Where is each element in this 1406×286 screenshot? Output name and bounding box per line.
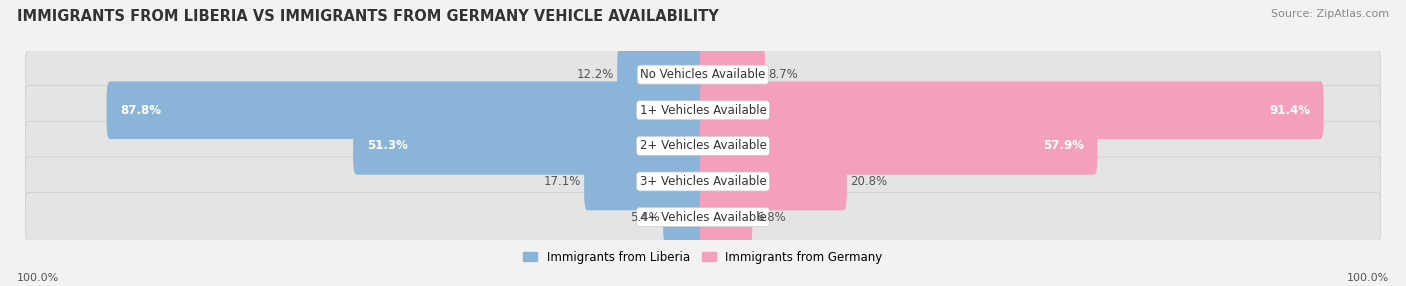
Text: 57.9%: 57.9% <box>1043 139 1084 152</box>
Text: 8.7%: 8.7% <box>769 68 799 81</box>
FancyBboxPatch shape <box>700 153 846 210</box>
Text: 3+ Vehicles Available: 3+ Vehicles Available <box>640 175 766 188</box>
FancyBboxPatch shape <box>25 86 1381 135</box>
FancyBboxPatch shape <box>25 157 1381 206</box>
Text: 12.2%: 12.2% <box>576 68 614 81</box>
FancyBboxPatch shape <box>700 117 1098 175</box>
FancyBboxPatch shape <box>664 188 706 246</box>
FancyBboxPatch shape <box>700 82 1323 139</box>
FancyBboxPatch shape <box>107 82 706 139</box>
FancyBboxPatch shape <box>353 117 706 175</box>
FancyBboxPatch shape <box>617 46 706 104</box>
FancyBboxPatch shape <box>700 188 752 246</box>
Text: 6.8%: 6.8% <box>755 210 786 224</box>
Text: 100.0%: 100.0% <box>17 273 59 283</box>
Text: 87.8%: 87.8% <box>120 104 162 117</box>
Text: 4+ Vehicles Available: 4+ Vehicles Available <box>640 210 766 224</box>
Text: IMMIGRANTS FROM LIBERIA VS IMMIGRANTS FROM GERMANY VEHICLE AVAILABILITY: IMMIGRANTS FROM LIBERIA VS IMMIGRANTS FR… <box>17 9 718 23</box>
Text: Source: ZipAtlas.com: Source: ZipAtlas.com <box>1271 9 1389 19</box>
FancyBboxPatch shape <box>700 46 765 104</box>
FancyBboxPatch shape <box>25 121 1381 170</box>
Text: 100.0%: 100.0% <box>1347 273 1389 283</box>
FancyBboxPatch shape <box>583 153 706 210</box>
Legend: Immigrants from Liberia, Immigrants from Germany: Immigrants from Liberia, Immigrants from… <box>519 246 887 268</box>
Text: 17.1%: 17.1% <box>543 175 581 188</box>
FancyBboxPatch shape <box>25 192 1381 242</box>
Text: 51.3%: 51.3% <box>367 139 408 152</box>
Text: 91.4%: 91.4% <box>1270 104 1310 117</box>
Text: 2+ Vehicles Available: 2+ Vehicles Available <box>640 139 766 152</box>
Text: 5.4%: 5.4% <box>630 210 659 224</box>
Text: 20.8%: 20.8% <box>851 175 887 188</box>
Text: No Vehicles Available: No Vehicles Available <box>640 68 766 81</box>
Text: 1+ Vehicles Available: 1+ Vehicles Available <box>640 104 766 117</box>
FancyBboxPatch shape <box>25 50 1381 99</box>
